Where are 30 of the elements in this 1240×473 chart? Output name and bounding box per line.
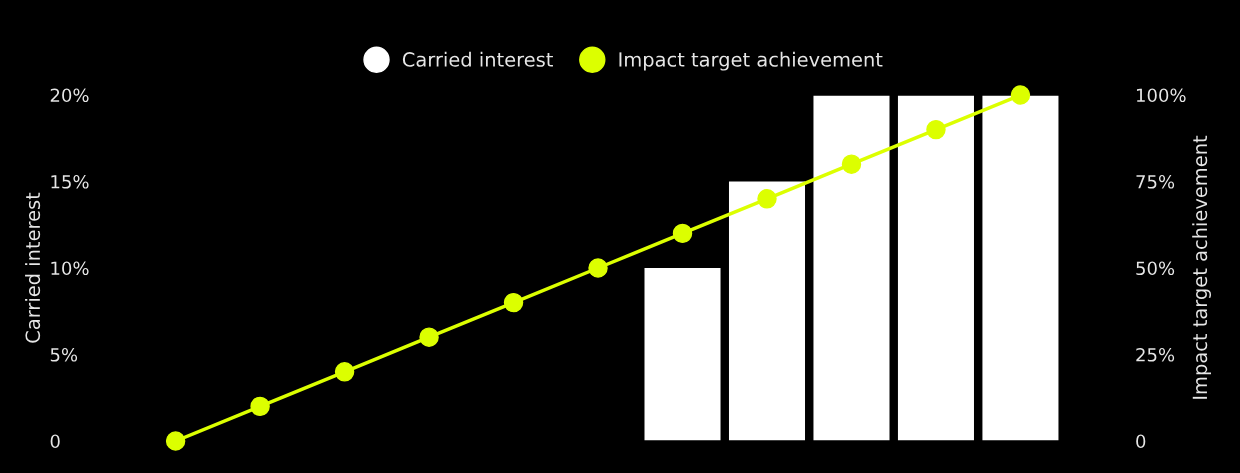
y2-axis-title: Impact target achievement bbox=[1192, 135, 1211, 399]
legend-label: Impact target achievement bbox=[619, 51, 883, 71]
point bbox=[419, 327, 439, 347]
point bbox=[165, 431, 186, 451]
y-tick-label: 20% bbox=[50, 88, 89, 103]
y-axis-title: Carried interest bbox=[25, 192, 41, 343]
point bbox=[841, 154, 862, 174]
point bbox=[588, 258, 608, 278]
bar bbox=[644, 268, 721, 441]
y2-tick-label: 75% bbox=[1136, 174, 1175, 189]
point bbox=[250, 396, 270, 417]
y2-tick-label: 0 bbox=[1136, 434, 1146, 449]
point bbox=[757, 189, 777, 209]
y2-tick-label: 50% bbox=[1136, 261, 1175, 276]
point bbox=[926, 119, 946, 140]
y2-tick-label: 25% bbox=[1136, 347, 1175, 362]
point bbox=[503, 292, 524, 313]
point bbox=[672, 223, 693, 244]
bar bbox=[897, 95, 974, 441]
y-tick-label: 0 bbox=[50, 434, 60, 449]
bar bbox=[982, 95, 1059, 441]
y-tick-label: 10% bbox=[51, 261, 89, 276]
point bbox=[334, 362, 355, 382]
point bbox=[1010, 85, 1031, 105]
bar bbox=[813, 95, 890, 441]
bar bbox=[728, 181, 806, 441]
y-tick-label: 15% bbox=[51, 174, 89, 189]
legend-label: Carried interest bbox=[402, 51, 553, 67]
y-tick-label: 5% bbox=[50, 347, 78, 362]
y2-tick-label: 100% bbox=[1136, 88, 1186, 103]
